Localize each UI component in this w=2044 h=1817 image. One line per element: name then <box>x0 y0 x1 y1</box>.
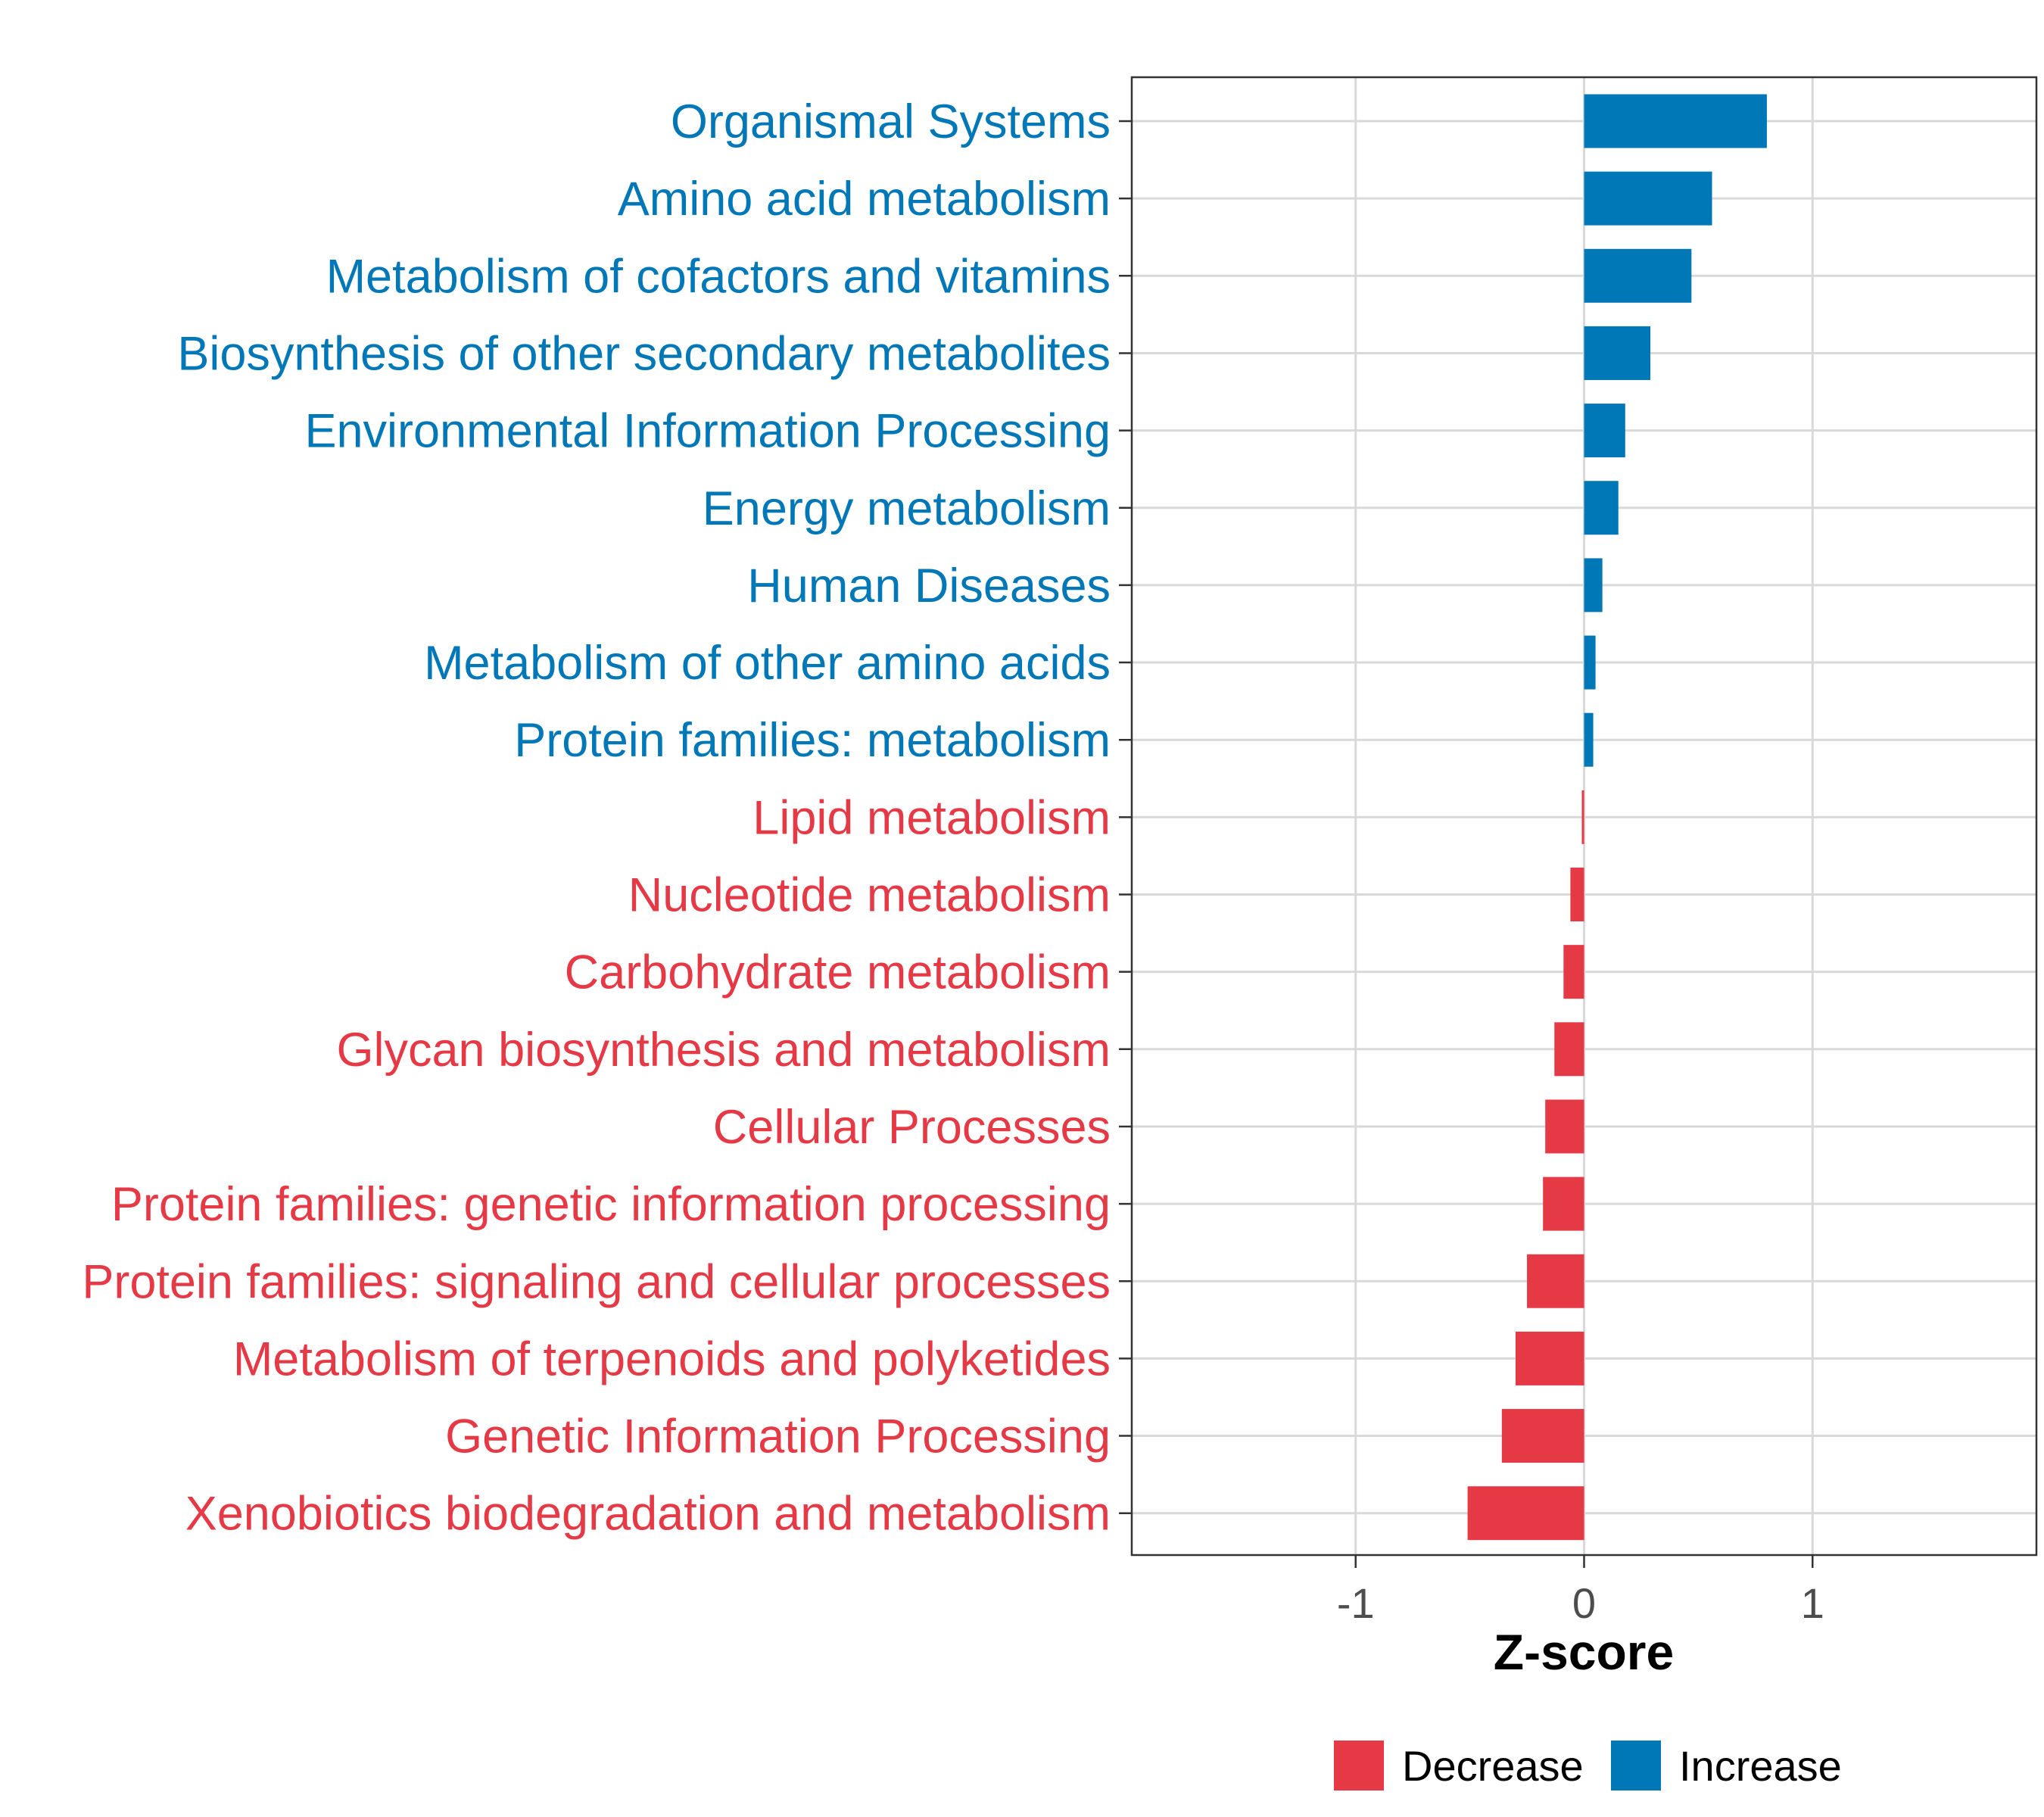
x-tick-label-2: 1 <box>1801 1579 1824 1627</box>
category-label-14: Protein families: genetic information pr… <box>111 1178 1111 1231</box>
bar-9 <box>1581 790 1584 844</box>
category-label-9: Lipid metabolism <box>752 791 1111 844</box>
category-label-4: Environmental Information Processing <box>304 405 1111 458</box>
category-label-11: Carbohydrate metabolism <box>565 946 1111 999</box>
category-label-6: Human Diseases <box>747 559 1111 612</box>
x-tick-label-1: 0 <box>1572 1579 1596 1627</box>
bar-12 <box>1554 1022 1584 1077</box>
bar-2 <box>1584 248 1692 303</box>
bar-16 <box>1515 1331 1584 1385</box>
legend-swatch-increase <box>1611 1741 1661 1791</box>
bar-1 <box>1584 171 1712 226</box>
legend: Decrease Increase <box>1334 1741 1842 1791</box>
x-tick-label-0: -1 <box>1337 1579 1375 1627</box>
bar-18 <box>1467 1486 1584 1541</box>
bar-5 <box>1584 481 1619 535</box>
bar-15 <box>1527 1254 1584 1308</box>
bar-layer <box>1467 94 1767 1541</box>
bar-6 <box>1584 558 1603 612</box>
legend-label-increase: Increase <box>1679 1742 1842 1790</box>
category-label-13: Cellular Processes <box>713 1101 1111 1154</box>
x-axis-title: Z-score <box>1494 1624 1674 1680</box>
category-label-1: Amino acid metabolism <box>618 173 1111 226</box>
category-label-18: Xenobiotics biodegradation and metabolis… <box>185 1488 1111 1541</box>
category-label-12: Glycan biosynthesis and metabolism <box>337 1024 1111 1077</box>
category-label-5: Energy metabolism <box>703 482 1111 535</box>
x-axis-ticks: -1 0 1 <box>1337 1555 1824 1627</box>
legend-swatch-decrease <box>1334 1741 1384 1791</box>
category-label-8: Protein families: metabolism <box>514 714 1111 767</box>
bar-4 <box>1584 404 1625 458</box>
bar-14 <box>1543 1177 1584 1231</box>
category-label-7: Metabolism of other amino acids <box>424 637 1111 690</box>
category-label-2: Metabolism of cofactors and vitamins <box>326 250 1111 303</box>
bar-7 <box>1584 635 1596 690</box>
category-labels: Organismal Systems Amino acid metabolism M… <box>82 95 1132 1541</box>
legend-label-decrease: Decrease <box>1402 1742 1584 1790</box>
bar-3 <box>1584 326 1651 380</box>
bar-10 <box>1570 868 1584 921</box>
bar-13 <box>1545 1099 1584 1154</box>
category-label-0: Organismal Systems <box>671 95 1111 148</box>
bar-0 <box>1584 94 1767 148</box>
bar-8 <box>1584 712 1594 767</box>
bar-11 <box>1563 945 1584 999</box>
category-label-16: Metabolism of terpenoids and polyketides <box>233 1332 1111 1385</box>
bar-17 <box>1501 1409 1584 1463</box>
category-label-17: Genetic Information Processing <box>445 1410 1111 1463</box>
category-label-10: Nucleotide metabolism <box>628 869 1111 922</box>
category-label-3: Biosynthesis of other secondary metaboli… <box>177 327 1111 380</box>
category-label-15: Protein families: signaling and cellular… <box>82 1255 1111 1308</box>
